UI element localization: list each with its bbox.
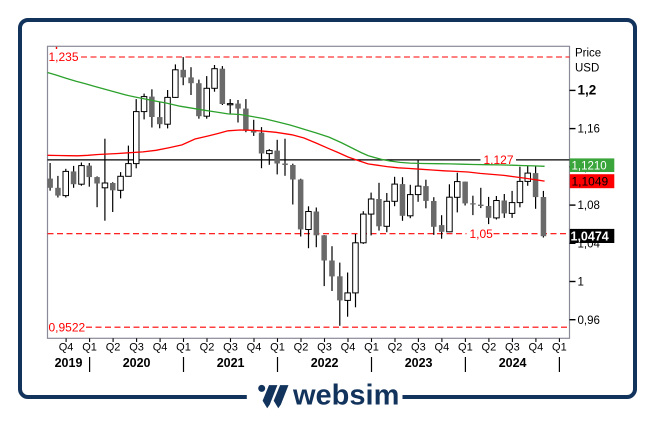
svg-text:2024: 2024 — [499, 356, 527, 370]
svg-text:2019: 2019 — [55, 356, 83, 370]
svg-text:Q1: Q1 — [552, 342, 567, 354]
svg-text:1,05: 1,05 — [470, 227, 494, 241]
svg-text:1,235: 1,235 — [49, 50, 79, 64]
svg-text:1,1049: 1,1049 — [572, 175, 609, 189]
svg-text:Q2: Q2 — [388, 342, 403, 354]
svg-text:Q1: Q1 — [270, 342, 285, 354]
svg-text:Q1: Q1 — [458, 342, 473, 354]
svg-text:Q3: Q3 — [317, 342, 332, 354]
svg-text:Q2: Q2 — [482, 342, 497, 354]
svg-text:Price: Price — [575, 48, 601, 60]
svg-text:0,9522: 0,9522 — [49, 320, 86, 334]
svg-text:Q1: Q1 — [82, 342, 97, 354]
svg-text:Q3: Q3 — [505, 342, 520, 354]
svg-text:websim: websim — [292, 380, 399, 412]
svg-text:Q3: Q3 — [411, 342, 426, 354]
svg-text:Q1: Q1 — [364, 342, 379, 354]
svg-text:1,1210: 1,1210 — [572, 160, 607, 172]
svg-text:1,16: 1,16 — [578, 124, 600, 136]
svg-text:Q2: Q2 — [294, 342, 309, 354]
svg-text:Q4: Q4 — [341, 342, 356, 354]
svg-text:Q4: Q4 — [59, 342, 74, 354]
svg-text:0,96: 0,96 — [578, 315, 600, 327]
svg-text:1,127: 1,127 — [484, 153, 514, 167]
svg-text:1,2: 1,2 — [578, 83, 597, 98]
svg-text:USD: USD — [575, 63, 599, 75]
svg-text:Q4: Q4 — [435, 342, 450, 354]
svg-text:Q4: Q4 — [247, 342, 262, 354]
svg-text:Q4: Q4 — [529, 342, 544, 354]
svg-text:Q4: Q4 — [153, 342, 168, 354]
svg-text:Q2: Q2 — [106, 342, 121, 354]
svg-text:Q3: Q3 — [223, 342, 238, 354]
svg-text:1: 1 — [578, 277, 584, 289]
svg-text:2022: 2022 — [311, 356, 339, 370]
svg-text:2021: 2021 — [217, 356, 245, 370]
svg-text:2023: 2023 — [405, 356, 433, 370]
svg-text:Q2: Q2 — [200, 342, 215, 354]
svg-text:Q3: Q3 — [129, 342, 144, 354]
svg-text:1,08: 1,08 — [578, 200, 600, 212]
svg-text:1,0474: 1,0474 — [571, 229, 609, 243]
svg-text:2020: 2020 — [123, 356, 151, 370]
svg-text:Q1: Q1 — [176, 342, 191, 354]
